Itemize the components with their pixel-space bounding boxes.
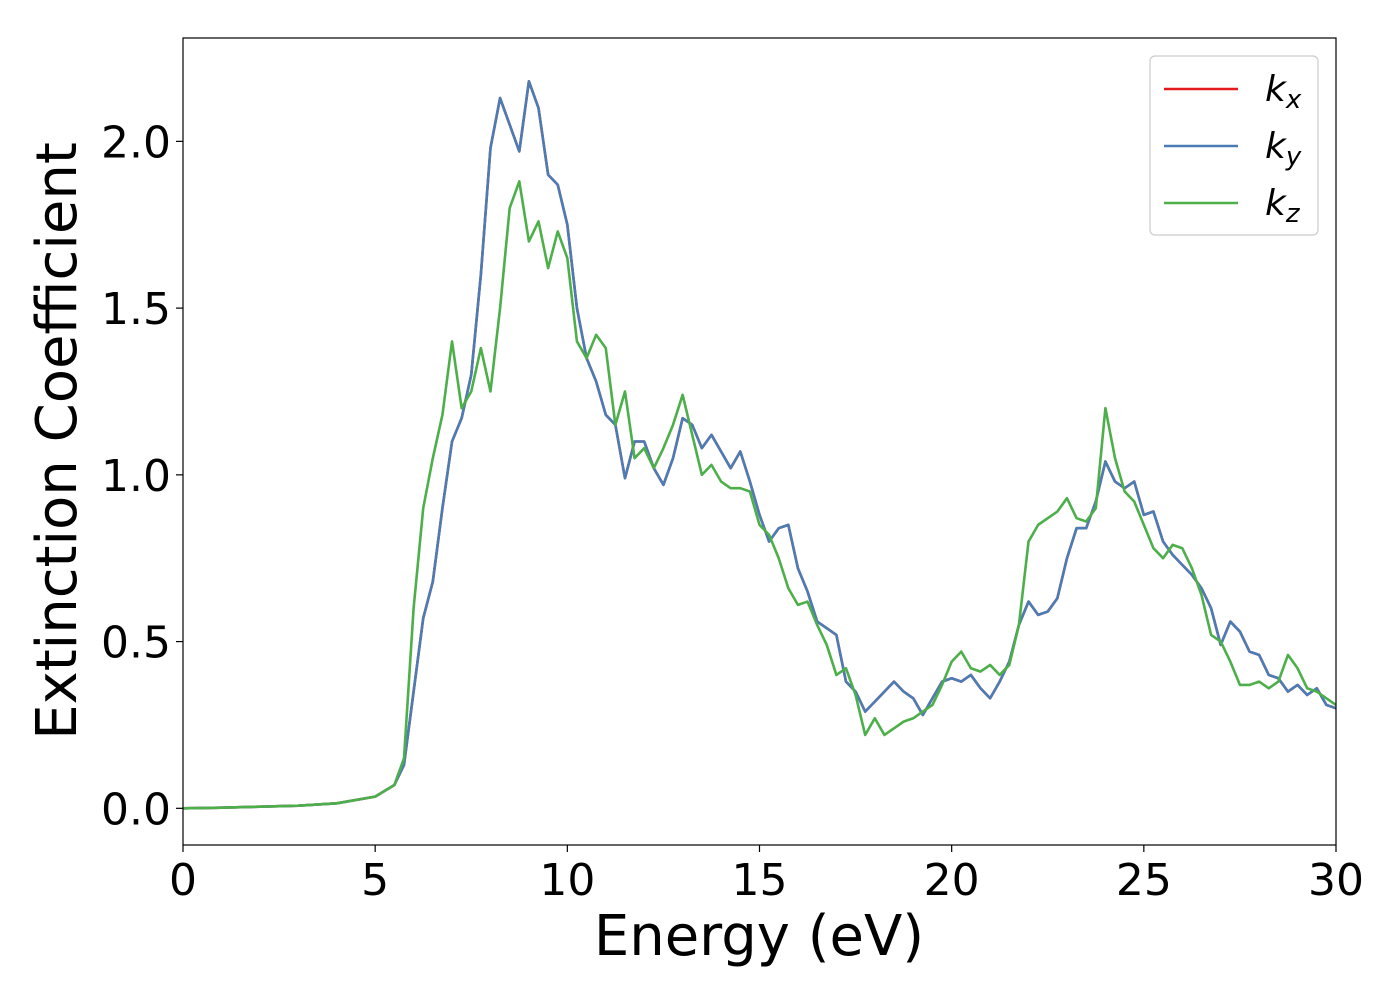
x-tick-label: 15 [732, 855, 788, 906]
y-axis-label: Extinction Coefficient [25, 142, 90, 740]
legend-label: kz [1265, 183, 1301, 229]
y-tick-label: 2.0 [101, 117, 171, 168]
x-tick-label: 5 [361, 855, 389, 906]
x-tick-label: 25 [1116, 855, 1172, 906]
x-axis-label: Energy (eV) [594, 904, 924, 969]
series-line [183, 180, 1336, 810]
y-tick-label: 1.0 [101, 451, 171, 502]
plot-frame [182, 37, 1337, 846]
legend-label: kx [1265, 69, 1302, 115]
x-tick-label: 0 [169, 855, 197, 906]
y-tick-label: 1.5 [101, 284, 171, 335]
y-tick-label: 0.5 [101, 618, 171, 669]
legend-label: ky [1265, 126, 1302, 172]
y-tick-label: 0.0 [101, 784, 171, 835]
x-tick-label: 10 [539, 855, 595, 906]
x-tick-label: 30 [1308, 855, 1364, 906]
x-tick-label: 20 [924, 855, 980, 906]
